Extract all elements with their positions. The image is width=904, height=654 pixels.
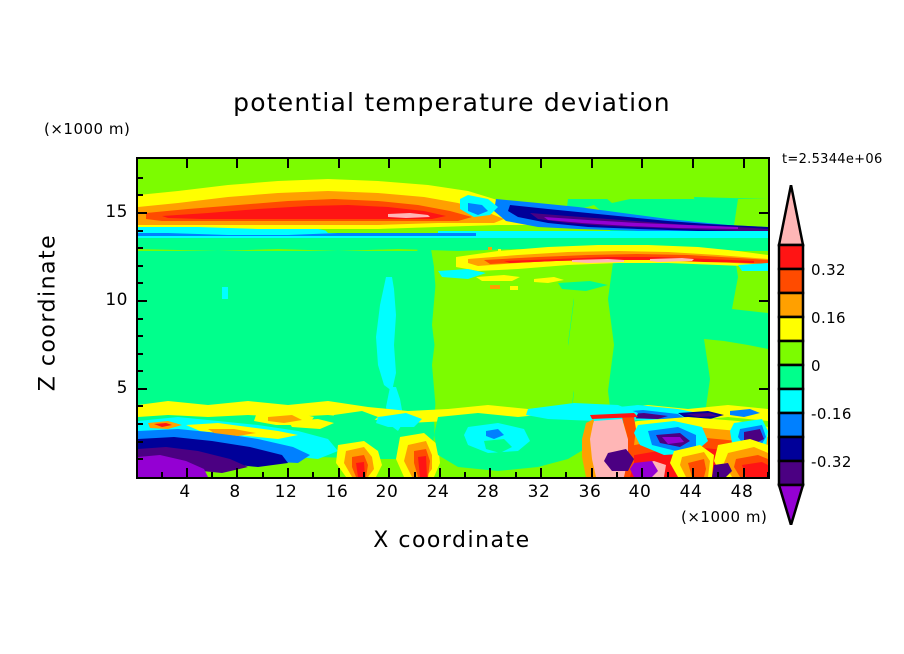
y-tick-major	[138, 300, 147, 302]
x-tick-minor	[667, 472, 669, 477]
contour-plot-area	[136, 157, 770, 479]
x-tick-major-top	[489, 159, 491, 168]
x-tick-minor	[414, 472, 416, 477]
x-tick-label: 24	[426, 482, 450, 502]
y-tick-minor	[138, 353, 143, 355]
x-tick-major	[540, 468, 542, 477]
y-tick-label: 15	[105, 202, 128, 222]
x-tick-label: 36	[578, 482, 602, 502]
x-tick-major-top	[743, 159, 745, 168]
colorbar-tick-label: 0	[811, 357, 821, 375]
x-tick-minor	[464, 472, 466, 477]
x-tick-major	[236, 468, 238, 477]
y-tick-minor	[138, 423, 143, 425]
time-annotation: t=2.5344e+06	[782, 152, 883, 167]
x-tick-major	[439, 468, 441, 477]
x-tick-major-top	[287, 159, 289, 168]
x-tick-label: 44	[679, 482, 703, 502]
x-tick-major-top	[692, 159, 694, 168]
x-tick-major-top	[338, 159, 340, 168]
x-tick-major	[489, 468, 491, 477]
figure-title-text: potential temperature deviation	[233, 88, 671, 117]
x-tick-major-top	[388, 159, 390, 168]
x-tick-minor	[312, 472, 314, 477]
y-tick-major-right	[759, 300, 768, 302]
y-tick-minor	[138, 265, 143, 267]
colorbar-tick-label: -0.32	[811, 453, 852, 471]
x-tick-label: 28	[476, 482, 500, 502]
x-tick-major	[287, 468, 289, 477]
y-tick-minor	[138, 247, 143, 249]
x-tick-major	[591, 468, 593, 477]
x-tick-major	[186, 468, 188, 477]
y-tick-minor	[138, 318, 143, 320]
y-tick-label: 10	[105, 290, 128, 310]
y-tick-minor	[138, 177, 143, 179]
y-tick-minor	[138, 194, 143, 196]
y-tick-major	[138, 212, 147, 214]
x-tick-label: 32	[527, 482, 551, 502]
x-tick-minor	[616, 472, 618, 477]
x-tick-minor	[363, 472, 365, 477]
x-tick-label: 12	[274, 482, 298, 502]
x-tick-minor	[161, 472, 163, 477]
x-tick-minor	[767, 472, 768, 477]
x-tick-label: 4	[179, 482, 191, 502]
x-tick-minor	[565, 472, 567, 477]
x-tick-major-top	[439, 159, 441, 168]
x-tick-major-top	[591, 159, 593, 168]
x-tick-label: 16	[325, 482, 349, 502]
contour-field	[138, 159, 768, 477]
y-tick-minor	[138, 370, 143, 372]
y-tick-minor	[138, 441, 143, 443]
x-tick-major-top	[540, 159, 542, 168]
x-tick-minor	[515, 472, 517, 477]
x-tick-major	[338, 468, 340, 477]
x-tick-label: 48	[730, 482, 754, 502]
x-tick-label: 8	[229, 482, 241, 502]
colorbar-tick-label: 0.16	[811, 309, 846, 327]
colorbar-tick-label: 0.32	[811, 261, 846, 279]
z-axis-units-label: (×1000 m)	[44, 120, 131, 138]
y-tick-major-right	[759, 388, 768, 390]
y-tick-major	[138, 388, 147, 390]
y-tick-major-right	[759, 212, 768, 214]
y-tick-minor	[138, 458, 143, 460]
x-tick-major	[641, 468, 643, 477]
x-tick-major	[388, 468, 390, 477]
y-tick-label: 5	[116, 378, 128, 398]
colorbar: 0.32 0.16 0 -0.16 -0.32	[777, 184, 851, 530]
x-tick-minor	[262, 472, 264, 477]
x-axis-units-label: (×1000 m)	[681, 508, 768, 526]
x-tick-minor	[717, 472, 719, 477]
colorbar-tick-label: -0.16	[811, 405, 852, 423]
x-tick-major	[743, 468, 745, 477]
y-tick-minor	[138, 335, 143, 337]
x-tick-major-top	[186, 159, 188, 168]
y-tick-minor	[138, 230, 143, 232]
y-axis-title: Z coordinate	[35, 233, 61, 392]
x-tick-minor	[211, 472, 213, 477]
x-tick-major-top	[641, 159, 643, 168]
x-tick-major	[692, 468, 694, 477]
x-tick-label: 40	[628, 482, 652, 502]
x-axis-title: X coordinate	[373, 528, 531, 553]
x-tick-major-top	[236, 159, 238, 168]
x-tick-label: 20	[375, 482, 399, 502]
figure-title: potential temperature deviation	[0, 88, 904, 117]
y-tick-minor	[138, 282, 143, 284]
colorbar-swatches	[777, 184, 805, 530]
y-tick-minor	[138, 405, 143, 407]
